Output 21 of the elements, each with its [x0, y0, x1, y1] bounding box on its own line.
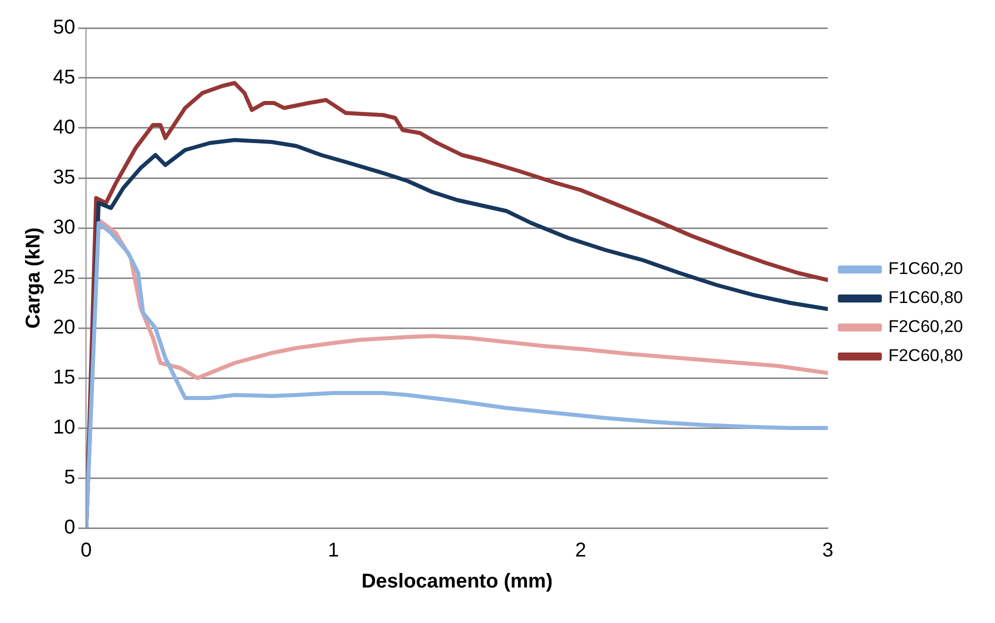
y-tick-label: 30	[52, 216, 76, 239]
x-tick-label: 1	[328, 540, 340, 562]
x-tick-label: 0	[80, 540, 92, 562]
y-tick-label: 45	[52, 66, 76, 89]
x-tick-label: 3	[822, 540, 834, 562]
legend-label: F2C60,20	[888, 317, 964, 336]
y-axis-title: Carga (kN)	[22, 227, 45, 329]
x-axis-title: Deslocamento (mm)	[361, 570, 553, 593]
legend-label: F2C60,80	[888, 346, 964, 366]
y-tick-label: 50	[52, 16, 76, 39]
y-tick-label: 35	[52, 166, 76, 189]
y-tick-label: 5	[64, 466, 76, 489]
y-tick-label: 15	[52, 366, 76, 389]
y-tick-label: 10	[52, 416, 76, 439]
legend-label: F1C60,80	[888, 288, 964, 308]
y-tick-label: 25	[52, 266, 76, 289]
x-tick-label: 2	[575, 540, 586, 562]
y-tick-label: 40	[52, 116, 76, 139]
y-tick-label: 20	[52, 316, 76, 339]
y-tick-label: 0	[64, 516, 76, 539]
legend-label: F1C60,20	[888, 259, 964, 278]
